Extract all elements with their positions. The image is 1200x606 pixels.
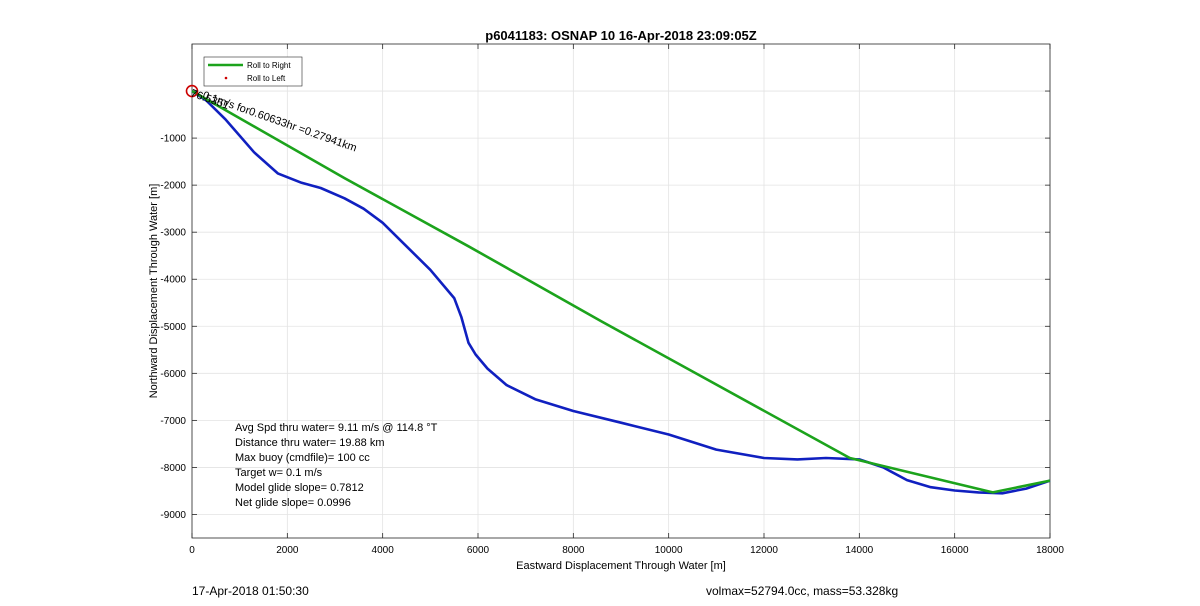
- x-tick-label: 8000: [562, 545, 585, 556]
- series-line-green-track: [191, 89, 1051, 494]
- stats-block: Avg Spd thru water= 9.11 m/s @ 114.8 °T …: [235, 422, 438, 509]
- y-tick-label: -6000: [160, 369, 186, 380]
- x-tick-label: 4000: [372, 545, 395, 556]
- y-tick-label: -7000: [160, 416, 186, 427]
- start-marker: [185, 84, 199, 98]
- footer-volmax: volmax=52794.0cc, mass=53.328kg: [706, 584, 899, 598]
- stat-max-buoy: Max buoy (cmdfile)= 100 cc: [235, 452, 370, 464]
- y-tick-label: -4000: [160, 275, 186, 286]
- y-tick-label: -2000: [160, 181, 186, 192]
- x-tick-label: 14000: [845, 545, 873, 556]
- chart-title: p6041183: OSNAP 10 16-Apr-2018 23:09:05Z: [485, 28, 757, 43]
- x-tick-label: 12000: [750, 545, 778, 556]
- stat-model-glide-slope: Model glide slope= 0.7812: [235, 482, 364, 494]
- y-axis-label: Northward Displacement Through Water [m]: [148, 184, 160, 399]
- y-tick-label: -3000: [160, 228, 186, 239]
- x-tick-label: 6000: [467, 545, 490, 556]
- grid: [191, 44, 1051, 538]
- stat-net-glide-slope: Net glide slope= 0.0996: [235, 497, 351, 509]
- legend-label-roll-left: Roll to Left: [247, 74, 286, 83]
- legend-label-roll-right: Roll to Right: [247, 61, 291, 70]
- series-line-blue-track: [191, 89, 1051, 495]
- legend-box: [203, 56, 303, 87]
- y-tick-label: -9000: [160, 510, 186, 521]
- stat-target-w: Target w= 0.1 m/s: [235, 467, 323, 479]
- x-tick-label: 18000: [1036, 545, 1064, 556]
- legend: Roll to Right Roll to Left: [203, 56, 303, 87]
- legend-dot-roll-left: [224, 76, 228, 80]
- axis-ticks: 0 2000 4000 6000 8000 10000 12000 14000 16000 180…: [160, 44, 1064, 556]
- x-axis-label: Eastward Displacement Through Water [m]: [516, 560, 726, 572]
- footer-timestamp: 17-Apr-2018 01:50:30: [192, 584, 309, 598]
- stat-avg-speed: Avg Spd thru water= 9.11 m/s @ 114.8 °T: [235, 422, 438, 434]
- x-tick-label: 16000: [941, 545, 969, 556]
- stat-distance: Distance thru water= 19.88 km: [235, 437, 385, 449]
- plot-frame: [191, 43, 1051, 539]
- y-tick-label: -8000: [160, 463, 186, 474]
- series-layer: [185, 84, 1051, 495]
- x-tick-label: 2000: [276, 545, 299, 556]
- y-tick-label: -5000: [160, 322, 186, 333]
- y-tick-label: -1000: [160, 134, 186, 145]
- x-tick-label: 0: [189, 545, 195, 556]
- x-tick-label: 10000: [655, 545, 683, 556]
